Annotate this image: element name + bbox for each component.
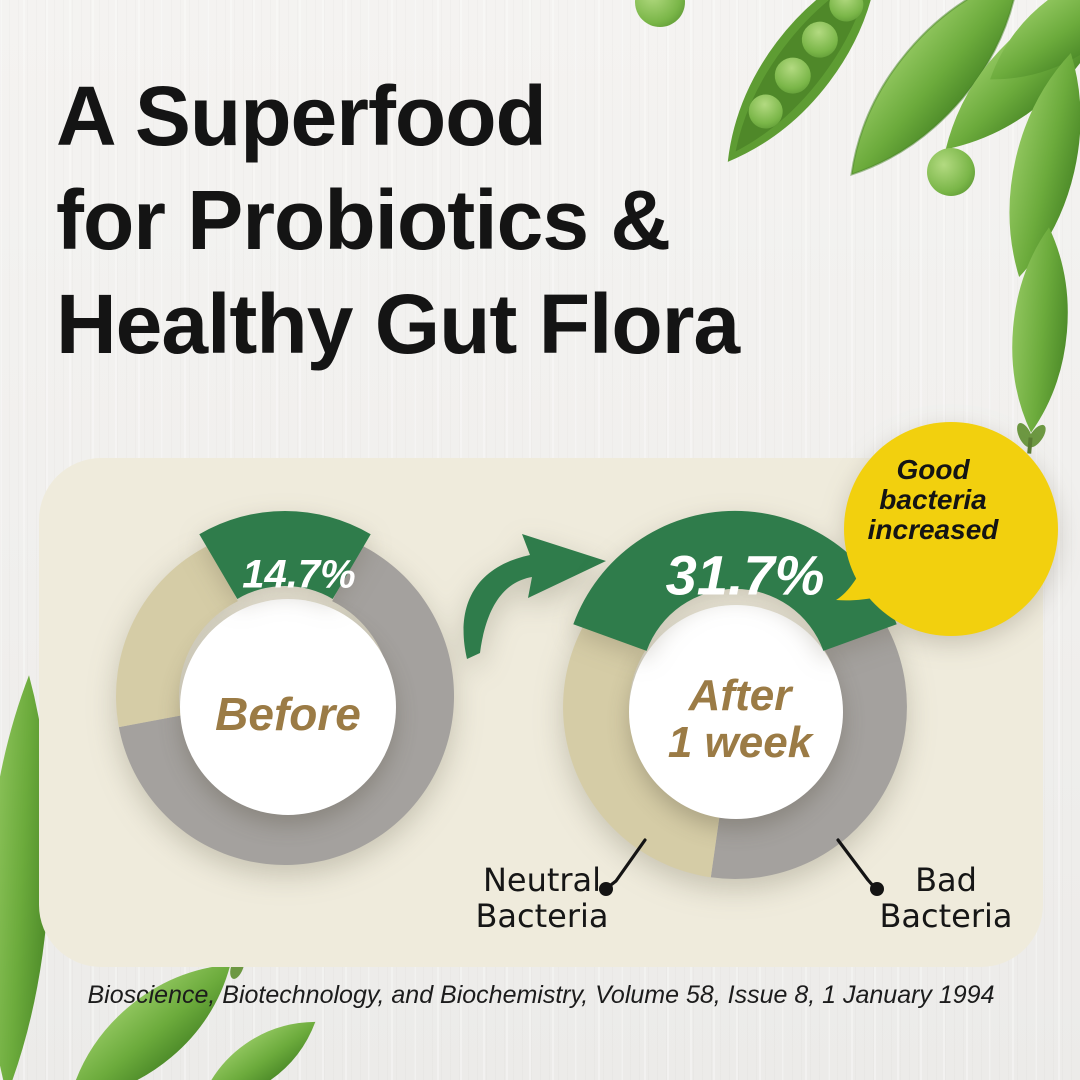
pea-pod-image <box>850 0 1020 177</box>
value-label-before: 14.7% <box>242 552 356 597</box>
pea-pod-cluster-top-right <box>635 0 1080 454</box>
speech-bubble-circle <box>844 422 1058 636</box>
donut-1-slice-good-bacteria <box>573 510 897 651</box>
open-pea-pod-image <box>727 0 879 162</box>
donut-center-label-after: After 1 week <box>667 670 813 767</box>
speech-bubble <box>836 422 1058 636</box>
curved-arrow-icon <box>463 534 606 659</box>
legend-label-bad-bacteria: Bad Bacteria <box>879 861 1013 935</box>
donut-center-label-before: Before <box>215 688 361 741</box>
leader-dot-bad <box>870 882 884 896</box>
donut-hole-before: Before <box>180 599 396 815</box>
donut-0-slice-neutral-bacteria <box>116 544 238 728</box>
leader-dot-neutral <box>599 882 613 896</box>
pea-pod-left-edge <box>0 675 51 1080</box>
pea-pod-sepal <box>1017 423 1046 454</box>
pea-pod-image <box>990 0 1080 80</box>
donut-hole-after: After 1 week <box>629 605 843 819</box>
value-label-after: 31.7% <box>665 543 825 607</box>
pea-image <box>635 0 685 27</box>
citation: Bioscience, Biotechnology, and Biochemis… <box>87 981 995 1009</box>
page-title: A Superfood for Probiotics & Healthy Gut… <box>56 64 740 376</box>
pea-pod-image <box>1009 52 1080 278</box>
page-title-line-1: A Superfood <box>56 69 547 163</box>
donut-0-slice-good-bacteria <box>199 510 371 599</box>
pea-image <box>927 148 975 196</box>
page-title-line-3: Healthy Gut Flora <box>56 277 740 371</box>
pea-pod-image <box>200 1021 316 1080</box>
donut-0-slice-bad-bacteria <box>118 544 455 866</box>
page-title-line-2: for Probiotics & <box>56 173 671 267</box>
speech-bubble-text: Good bacteria increased <box>867 454 999 545</box>
donut-1-slice-neutral-bacteria <box>563 613 721 878</box>
pea-pod-image <box>1012 227 1068 454</box>
legend-label-neutral-bacteria: Neutral Bacteria <box>475 861 609 935</box>
pea-pod-image <box>0 675 51 1080</box>
